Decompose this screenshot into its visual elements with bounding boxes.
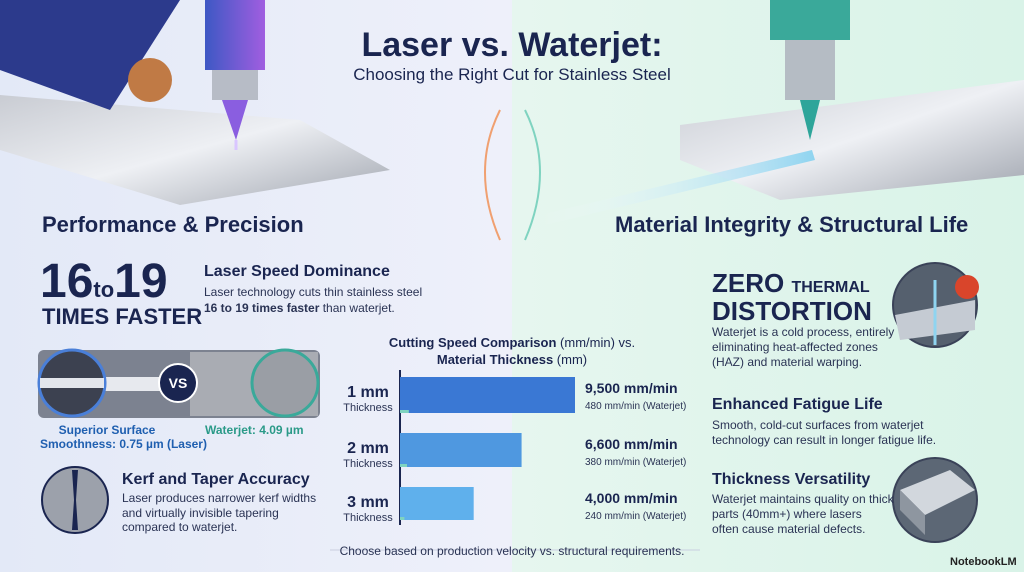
emphasis: 16 to 19 times faster <box>204 301 320 315</box>
chart-title: Cutting Speed Comparison (mm/min) vs. <box>330 336 694 349</box>
block-text: (HAZ) and material warping. <box>712 355 863 369</box>
category-note: Thickness <box>343 402 393 414</box>
zero-word: ZERO <box>712 268 785 298</box>
block-text: often cause material defects. <box>712 522 866 536</box>
block-text: and virtually invisible tapering <box>122 506 279 520</box>
chart-title-bold: Material Thickness <box>436 352 554 367</box>
category-note: Thickness <box>343 512 393 524</box>
value-label: 4,000 mm/min <box>585 490 678 506</box>
vs-badge: VS <box>168 375 188 391</box>
block-title: Kerf and Taper Accuracy <box>122 471 310 488</box>
chart-title: Material Thickness (mm) <box>330 353 694 366</box>
subtitle: Choosing the Right Cut for Stainless Ste… <box>353 65 671 84</box>
value-label: 9,500 mm/min <box>585 380 678 396</box>
stat-to: 19 <box>114 255 168 308</box>
bar-group <box>400 377 575 520</box>
chart-title-bold: Cutting Speed Comparison <box>388 335 557 350</box>
value-label: 380 mm/min (Waterjet) <box>585 457 687 468</box>
stat: 16to19 <box>40 258 168 306</box>
value-label: 480 mm/min (Waterjet) <box>585 401 687 412</box>
block-text: Waterjet maintains quality on thick <box>712 492 894 506</box>
block-text: 16 to 19 times faster than waterjet. <box>204 302 395 314</box>
block-text: than waterjet. <box>319 301 395 315</box>
bar <box>400 410 409 413</box>
section-heading: Performance & Precision <box>42 212 304 237</box>
category-note: Thickness <box>343 458 393 470</box>
zero-thermal: THERMAL <box>791 279 870 296</box>
block-text: Smooth, cold-cut surfaces from waterjet <box>712 418 924 432</box>
bar <box>400 433 522 467</box>
surface-title: Superior Surface <box>58 423 156 437</box>
chart-title-rest: (mm) <box>553 352 588 367</box>
footer: Choose based on production velocity vs. … <box>339 544 685 558</box>
value-label: 240 mm/min (Waterjet) <box>585 511 687 522</box>
block-text: parts (40mm+) where lasers <box>712 507 862 521</box>
bar <box>400 517 405 520</box>
block-text: technology can result in longer fatigue … <box>712 433 937 447</box>
stat-joiner: to <box>93 277 115 302</box>
bar <box>400 487 474 520</box>
block-title: Laser Speed Dominance <box>204 263 390 280</box>
title: Laser vs. Waterjet: <box>361 26 663 64</box>
block-title: Thickness Versatility <box>712 471 871 488</box>
block-text: Laser technology cuts thin stainless ste… <box>204 285 423 299</box>
zero-heading: ZERO THERMAL <box>712 270 870 296</box>
bar <box>400 377 575 413</box>
block-text: compared to waterjet. <box>122 520 238 534</box>
stat-from: 16 <box>40 255 94 308</box>
surface-value: Smoothness: 0.75 µm (Laser) <box>40 437 207 451</box>
category-label: 1 mm <box>347 384 389 401</box>
block-title: Enhanced Fatigue Life <box>712 396 883 413</box>
category-label: 2 mm <box>347 440 389 457</box>
section-heading: Material Integrity & Structural Life <box>615 212 969 237</box>
block-text: eliminating heat-affected zones <box>712 340 878 354</box>
bar <box>400 464 407 467</box>
block-text: Laser produces narrower kerf widths <box>122 491 317 505</box>
stat-caption: TIMES FASTER <box>42 304 203 329</box>
surface-value: Waterjet: 4.09 µm <box>205 423 304 437</box>
chart-title-rest: (mm/min) vs. <box>556 335 636 350</box>
brand: NotebookLM <box>950 556 1017 568</box>
zero-distortion: DISTORTION <box>712 296 872 326</box>
category-label: 3 mm <box>347 494 389 511</box>
block-text: Waterjet is a cold process, entirely <box>712 325 895 339</box>
value-label: 6,600 mm/min <box>585 436 678 452</box>
